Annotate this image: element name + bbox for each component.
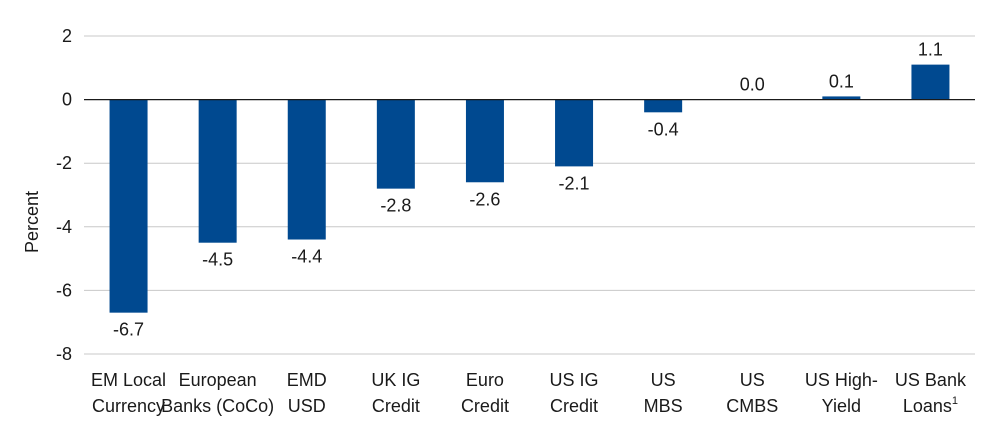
- category-labels: EM Local Currency European Banks (CoCo) EMD U…: [91, 370, 967, 416]
- category-label-text: US High-: [805, 370, 878, 390]
- category-label: US IG: [550, 370, 599, 390]
- category-footnote-marker: 1: [952, 395, 958, 407]
- category-label-text: Credit: [372, 396, 420, 416]
- category-label: European: [179, 370, 257, 390]
- bar: [822, 96, 861, 100]
- y-tick-label: 2: [62, 26, 72, 46]
- bar: [911, 64, 950, 100]
- category-label: Credit: [461, 396, 509, 416]
- category-label: UK IG: [371, 370, 420, 390]
- data-label: 0.1: [829, 71, 854, 91]
- category-label-text: Credit: [550, 396, 598, 416]
- bar: [465, 99, 504, 183]
- category-label: US: [740, 370, 765, 390]
- category-label: EMD: [287, 370, 327, 390]
- category-label-text: USD: [288, 396, 326, 416]
- category-label-text: US IG: [550, 370, 599, 390]
- bar: [109, 99, 148, 313]
- bar: [287, 99, 326, 240]
- category-label: Loans1: [903, 395, 958, 416]
- category-label: Banks (CoCo): [161, 396, 274, 416]
- category-label-text: EMD: [287, 370, 327, 390]
- category-label: US Bank: [895, 370, 967, 390]
- y-tick-label: -4: [56, 217, 72, 237]
- category-label: Credit: [550, 396, 598, 416]
- data-label: -0.4: [648, 119, 679, 139]
- category-label: Euro: [466, 370, 504, 390]
- category-label-text: EM Local: [91, 370, 166, 390]
- category-label: MBS: [644, 396, 683, 416]
- bar: [376, 99, 415, 189]
- category-label: US High-: [805, 370, 878, 390]
- category-label: US: [651, 370, 676, 390]
- category-label-text: Yield: [822, 396, 861, 416]
- category-label-text: MBS: [644, 396, 683, 416]
- data-label: -2.6: [469, 189, 500, 209]
- category-label-text: Loans: [903, 396, 952, 416]
- data-label: -2.8: [380, 196, 411, 216]
- category-label-text: US Bank: [895, 370, 967, 390]
- data-label: -4.4: [291, 247, 322, 267]
- category-label-text: CMBS: [726, 396, 778, 416]
- category-label-text: Banks (CoCo): [161, 396, 274, 416]
- data-label: -2.1: [559, 173, 590, 193]
- y-axis-ticks: 2 0 -2 -4 -6 -8: [56, 26, 72, 364]
- category-label-text: Currency: [92, 396, 165, 416]
- y-tick-label: -2: [56, 153, 72, 173]
- y-tick-label: -8: [56, 344, 72, 364]
- y-tick-label: -6: [56, 280, 72, 300]
- category-label: USD: [288, 396, 326, 416]
- y-tick-label: 0: [62, 90, 72, 110]
- bar: [644, 99, 683, 113]
- data-labels: -6.7 -4.5 -4.4 -2.8 -2.6 -2.1 -0.4 0.0 0.1 1.1: [113, 40, 943, 340]
- bar: [555, 99, 594, 167]
- y-axis-title: Percent: [22, 191, 42, 253]
- category-label-text: European: [179, 370, 257, 390]
- data-label: -6.7: [113, 320, 144, 340]
- category-label: CMBS: [726, 396, 778, 416]
- data-label: 1.1: [918, 40, 943, 60]
- data-label: 0.0: [740, 75, 765, 95]
- category-label: Currency: [92, 396, 165, 416]
- category-label-text: US: [651, 370, 676, 390]
- category-label-text: Euro: [466, 370, 504, 390]
- bar: [198, 99, 237, 243]
- data-label: -4.5: [202, 250, 233, 270]
- bars: [109, 64, 950, 313]
- category-label: EM Local: [91, 370, 166, 390]
- category-label-text: US: [740, 370, 765, 390]
- category-label-text: UK IG: [371, 370, 420, 390]
- category-label-text: Credit: [461, 396, 509, 416]
- category-label: Credit: [372, 396, 420, 416]
- category-label: Yield: [822, 396, 861, 416]
